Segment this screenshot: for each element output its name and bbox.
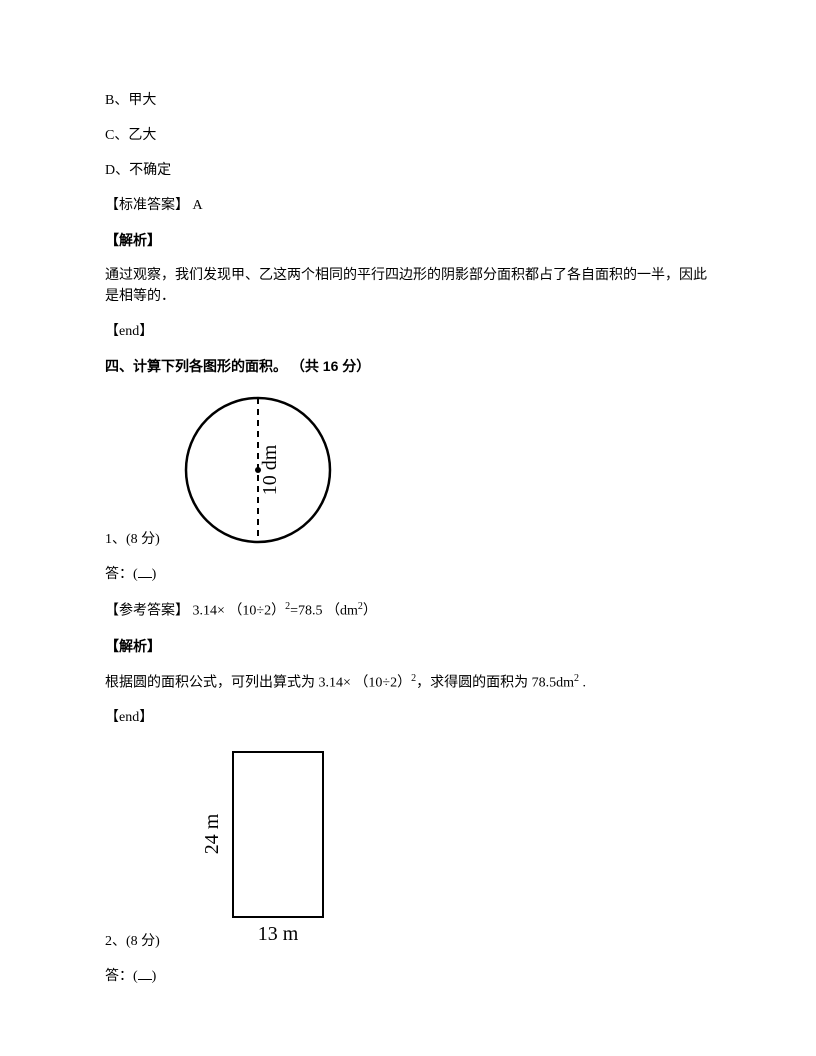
q1-ref-answer: 【参考答案】 3.14× （10÷2）2=78.5 （dm2）	[105, 599, 711, 622]
q1-answer-line: 答：()	[105, 564, 711, 585]
analysis-text-1: 通过观察，我们发现甲、乙这两个相同的平行四边形的阴影部分面积都占了各自面积的一半…	[105, 265, 711, 307]
q1-figure-row: 1、(8 分) 10 dm	[105, 390, 711, 550]
option-b: B、甲大	[105, 90, 711, 111]
section-4-title: 四、计算下列各图形的面积。 （共 16 分）	[105, 356, 711, 376]
q2-figure-row: 2、(8 分) 24 m 13 m	[105, 742, 711, 952]
circle-diameter-label: 10 dm	[259, 444, 281, 495]
q1-analysis-label: 【解析】	[105, 636, 711, 657]
option-c: C、乙大	[105, 125, 711, 146]
option-d: D、不确定	[105, 160, 711, 181]
analysis-label: 【解析】	[105, 230, 711, 251]
q2-blank	[138, 967, 152, 980]
end-marker-2: 【end】	[105, 707, 711, 728]
q2-prefix: 2、(8 分)	[105, 930, 160, 952]
rect-height-label: 24 m	[201, 814, 223, 855]
q2-answer-line: 答：()	[105, 966, 711, 987]
q1-blank	[138, 565, 152, 578]
q1-prefix: 1、(8 分)	[105, 528, 160, 550]
rectangle-figure-icon: 24 m 13 m	[168, 742, 338, 952]
page-container: B、甲大 C、乙大 D、不确定 【标准答案】 A 【解析】 通过观察，我们发现甲…	[0, 0, 816, 1041]
end-marker: 【end】	[105, 321, 711, 342]
circle-figure-icon: 10 dm	[168, 390, 338, 550]
q1-analysis-text: 根据圆的面积公式，可列出算式为 3.14× （10÷2）2，求得圆的面积为 78…	[105, 671, 711, 694]
rect-width-label: 13 m	[258, 923, 299, 945]
standard-answer-label: 【标准答案】 A	[105, 195, 711, 216]
